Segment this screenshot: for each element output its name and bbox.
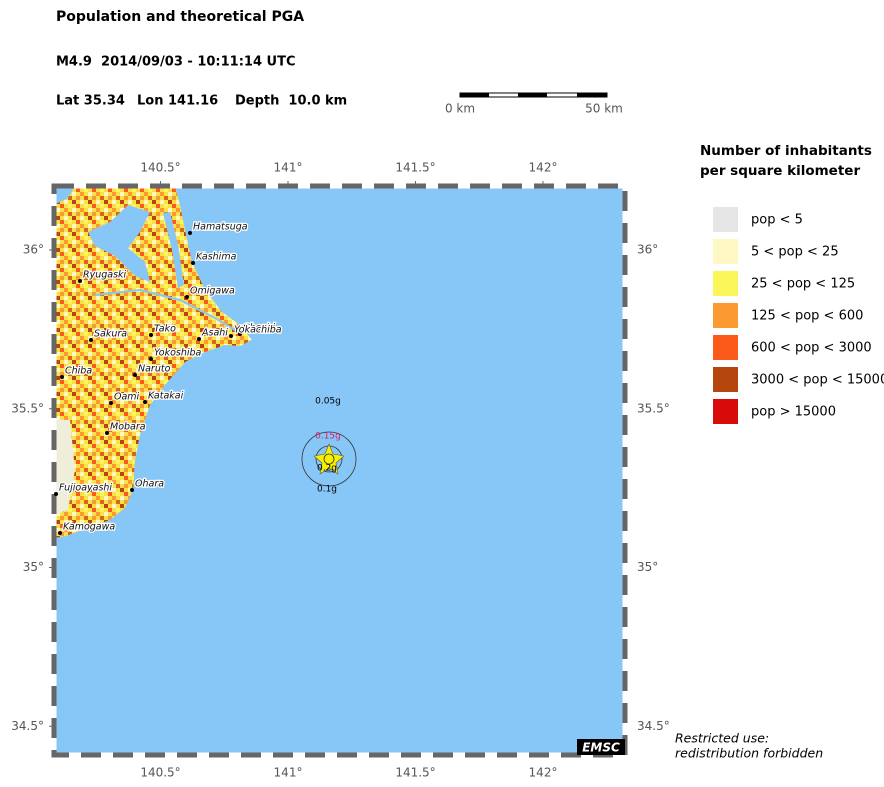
lon-tick-label: 141° — [274, 161, 303, 175]
city-label: Tako — [154, 324, 176, 335]
pga-contour — [301, 431, 357, 487]
lake — [54, 186, 75, 205]
lat-tick-label: 35.5° — [11, 401, 44, 415]
city-dot — [197, 337, 201, 341]
event: M4.9 2014/09/03 - 10:11:14 UTC — [56, 55, 295, 70]
pga-label: 0.1g — [317, 485, 337, 495]
city-dot — [229, 334, 233, 338]
legend-label: 5 < pop < 25 — [751, 245, 839, 260]
lon-tick-label: 140.5° — [140, 766, 180, 780]
scale-seg — [460, 93, 489, 97]
credit: EMSC — [582, 741, 620, 755]
frame — [51, 183, 628, 758]
city-label: Ryugaski — [83, 270, 127, 281]
legend-label: pop > 15000 — [751, 405, 836, 420]
note: Restricted use: — [675, 731, 769, 746]
city-dot — [105, 431, 109, 435]
legend-title: Number of inhabitants — [700, 143, 872, 159]
pga-label: 0.15g — [315, 432, 341, 442]
scale-start: 0 km — [445, 102, 475, 116]
city-label: Fujioayashi — [59, 483, 112, 494]
city-dot — [109, 401, 113, 405]
lon-tick-label: 141.5° — [395, 161, 435, 175]
legend-title: per square kilometer — [700, 163, 860, 179]
city-label: Choshi — [243, 323, 275, 334]
city-dot — [191, 261, 195, 265]
legend-swatch — [713, 335, 738, 360]
credit-box — [577, 739, 625, 755]
city-label: Yokoshiba — [154, 348, 202, 359]
city-label: Kamogawa — [63, 522, 115, 533]
scale-seg — [518, 93, 547, 97]
scale-end: 50 km — [585, 102, 623, 116]
city-dot — [238, 332, 242, 336]
legend-swatch — [713, 239, 738, 264]
city-label: Yokachiba — [234, 325, 282, 336]
city-label: Ohara — [135, 479, 164, 490]
lon-tick-label: 141° — [274, 766, 303, 780]
lat-tick-label: 35.5° — [637, 401, 670, 415]
city-label: Kashima — [196, 252, 237, 263]
city-label: Katakai — [148, 391, 184, 402]
lon-tick-label: 142° — [529, 161, 558, 175]
lon-tick-label: 142° — [529, 766, 558, 780]
city-dot — [185, 295, 189, 299]
city-label: Naruto — [138, 364, 171, 375]
pga-label: 0.05g — [315, 397, 341, 407]
legend-swatch — [713, 271, 738, 296]
legend-label: 25 < pop < 125 — [751, 277, 855, 292]
legend-swatch — [713, 207, 738, 232]
legend-label: 3000 < pop < 15000 — [751, 373, 884, 388]
city-dot — [188, 231, 192, 235]
legend-swatch — [713, 303, 738, 328]
depth: Depth 10.0 km — [235, 94, 347, 109]
lat-tick-label: 36° — [23, 243, 44, 257]
legend-label: 600 < pop < 3000 — [751, 341, 872, 356]
city-dot — [54, 492, 58, 496]
city-label: Omigawa — [190, 286, 235, 297]
lat-tick-label: 34.5° — [637, 719, 670, 733]
map: 0.05g 0.15g 0.2g 0.1g EMSC — [51, 183, 628, 758]
pga-label: 0.2g — [317, 464, 337, 474]
lat-tick-label: 35° — [23, 560, 44, 574]
city-dot — [60, 375, 64, 379]
city-dot — [149, 357, 153, 361]
city-label: Chiba — [65, 366, 92, 377]
lat: Lat 35.34 — [56, 94, 125, 109]
city-label: Sakura — [94, 329, 127, 340]
low-density-area — [54, 420, 75, 515]
city-dot — [149, 333, 153, 337]
legend-swatch — [713, 399, 738, 424]
lon: Lon 141.16 — [137, 94, 218, 109]
city-dot — [58, 531, 62, 535]
lon-tick-label: 141.5° — [395, 766, 435, 780]
city-label: Asahi — [201, 328, 228, 339]
note: redistribution forbidden — [675, 746, 823, 761]
city-dot — [78, 279, 82, 283]
city-label: Hamatsuga — [193, 222, 248, 233]
city-dot — [143, 400, 147, 404]
land — [54, 186, 252, 538]
city-dot — [133, 373, 137, 377]
title: Population and theoretical PGA — [56, 9, 304, 25]
scale-seg — [577, 93, 607, 97]
city-dot — [130, 488, 134, 492]
epicenter — [323, 453, 335, 465]
lake — [163, 212, 184, 288]
legend-label: pop < 5 — [751, 213, 803, 228]
lat-tick-label: 36° — [637, 243, 658, 257]
lake — [88, 205, 150, 282]
scale-bar — [459, 92, 608, 98]
lon-tick-label: 140.5° — [140, 161, 180, 175]
lat-tick-label: 34.5° — [11, 719, 44, 733]
legend-label: 125 < pop < 600 — [751, 309, 863, 324]
lat-tick-label: 35° — [637, 560, 658, 574]
city-label: Oami — [114, 392, 140, 403]
legend-swatch — [713, 367, 738, 392]
city-dot — [89, 338, 93, 342]
city-label: Mobara — [110, 422, 146, 433]
river — [94, 288, 241, 334]
